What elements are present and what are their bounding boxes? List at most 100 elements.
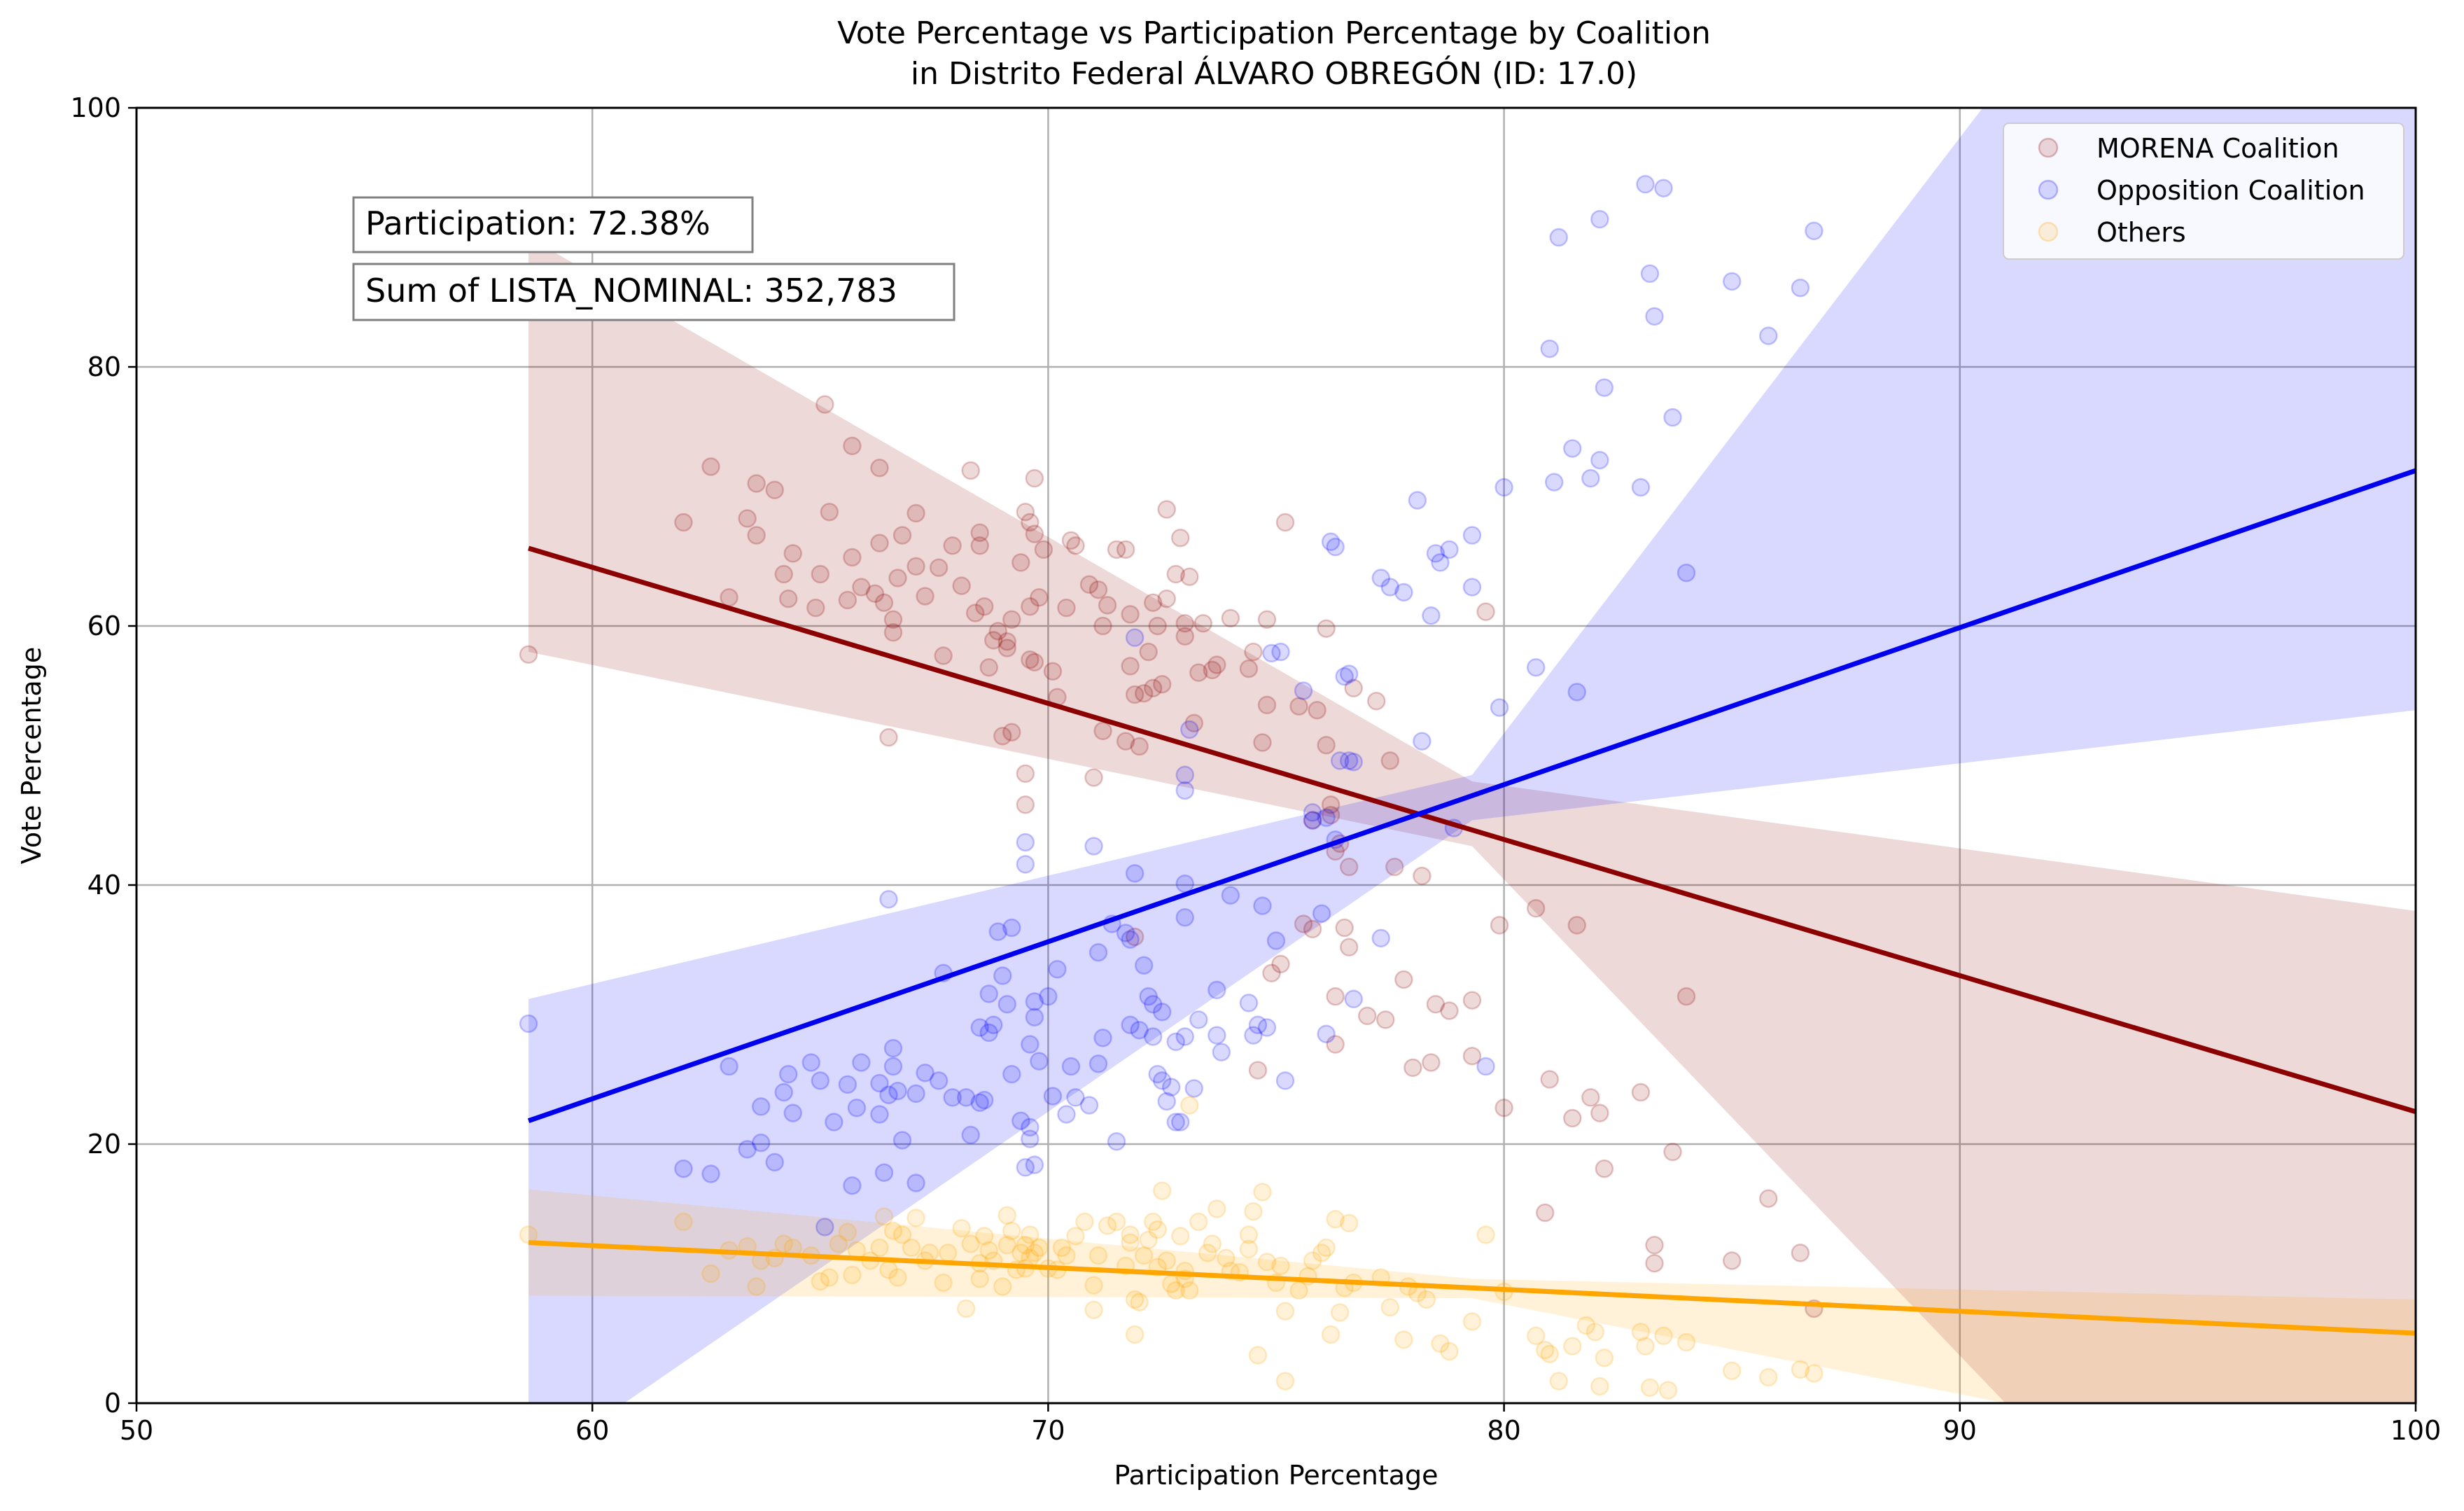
point-morena-coalition: [1025, 468, 1044, 488]
point-morena-coalition: [1394, 970, 1413, 989]
point-morena-coalition: [1025, 524, 1044, 543]
point-morena-coalition: [1121, 605, 1140, 624]
point-morena-coalition: [952, 576, 971, 595]
point-opposition-coalition: [1344, 989, 1363, 1009]
point-others: [774, 1234, 793, 1253]
point-morena-coalition: [783, 544, 802, 563]
point-opposition-coalition: [1121, 930, 1140, 949]
point-opposition-coalition: [1208, 980, 1226, 1000]
point-others: [997, 1206, 1017, 1225]
point-others: [1166, 1281, 1185, 1300]
point-others: [1066, 1227, 1085, 1246]
point-morena-coalition: [811, 564, 830, 584]
legend-marker-morena-coalition: [2038, 137, 2059, 158]
point-morena-coalition: [1253, 733, 1272, 752]
point-others: [1658, 1381, 1678, 1400]
point-opposition-coalition: [1476, 1057, 1495, 1076]
point-morena-coalition: [1002, 723, 1021, 741]
point-morena-coalition: [1239, 659, 1259, 678]
point-others: [1121, 1225, 1140, 1244]
point-morena-coalition: [997, 639, 1017, 657]
point-others: [1586, 1323, 1605, 1342]
legend-box: [2003, 123, 2404, 260]
y-tick-label: 100: [70, 92, 121, 123]
point-morena-coalition: [1791, 1244, 1810, 1262]
regression-line-opposition-coalition: [527, 468, 2416, 1124]
point-opposition-coalition: [852, 1053, 871, 1072]
point-opposition-coalition: [879, 1085, 898, 1104]
chart-subtitle: in Distrito Federal ÁLVARO OBREGÓN (ID: …: [911, 55, 1637, 92]
confidence-band-morena-coalition: [528, 237, 2416, 1403]
point-opposition-coalition: [1107, 1132, 1126, 1151]
y-tick-label: 60: [88, 611, 121, 641]
point-opposition-coalition: [1590, 450, 1609, 470]
point-opposition-coalition: [1262, 643, 1281, 663]
point-morena-coalition: [1021, 513, 1040, 532]
point-others: [1002, 1221, 1021, 1241]
point-morena-coalition: [1244, 642, 1263, 662]
point-opposition-coalition: [778, 1064, 798, 1084]
point-opposition-coalition: [1636, 174, 1655, 194]
point-morena-coalition: [1357, 1006, 1377, 1026]
legend: MORENA Coalition Opposition Coalition Othe…: [2003, 123, 2404, 260]
point-others: [934, 1273, 953, 1293]
point-morena-coalition: [1130, 737, 1149, 756]
point-opposition-coalition: [1121, 1015, 1140, 1035]
point-others: [838, 1223, 858, 1242]
point-others: [1239, 1225, 1259, 1244]
point-others: [1189, 1212, 1208, 1232]
point-morena-coalition: [888, 569, 907, 587]
point-opposition-coalition: [1212, 1043, 1231, 1061]
point-morena-coalition: [765, 480, 784, 499]
point-opposition-coalition: [1408, 491, 1427, 510]
point-others: [920, 1244, 939, 1262]
point-others: [1152, 1181, 1172, 1200]
point-morena-coalition: [1116, 732, 1135, 751]
point-opposition-coalition: [929, 1071, 948, 1090]
point-opposition-coalition: [979, 984, 998, 1003]
point-morena-coalition: [979, 657, 998, 677]
point-morena-coalition: [934, 646, 953, 665]
x-tick-label: 50: [120, 1415, 153, 1446]
point-opposition-coalition: [1431, 553, 1450, 572]
confidence-bands: [528, 108, 2416, 1403]
point-others: [1576, 1316, 1596, 1335]
point-opposition-coalition: [1248, 1015, 1268, 1035]
point-others: [1139, 1230, 1158, 1250]
point-others: [1417, 1290, 1436, 1309]
x-tick-label: 80: [1487, 1415, 1520, 1446]
point-others: [938, 1244, 958, 1262]
point-morena-coalition: [1152, 675, 1172, 694]
point-others: [1075, 1212, 1094, 1232]
point-morena-coalition: [1175, 627, 1195, 646]
point-opposition-coalition: [1440, 540, 1459, 559]
point-morena-coalition: [1021, 650, 1040, 669]
point-morena-coalition: [1134, 683, 1154, 703]
point-morena-coalition: [906, 503, 925, 523]
point-morena-coalition: [1535, 1203, 1555, 1223]
point-opposition-coalition: [1130, 1020, 1149, 1040]
point-others: [974, 1227, 994, 1246]
point-opposition-coalition: [1002, 918, 1021, 938]
point-morena-coalition: [1326, 1035, 1345, 1054]
point-others: [1330, 1303, 1350, 1322]
point-morena-coalition: [774, 564, 793, 584]
point-morena-coalition: [1339, 857, 1359, 877]
x-tick-label: 70: [1031, 1415, 1065, 1446]
point-others: [843, 1265, 862, 1285]
point-others: [829, 1234, 848, 1253]
point-opposition-coalition: [1590, 209, 1609, 229]
point-opposition-coalition: [1645, 307, 1664, 326]
point-morena-coalition: [1631, 1082, 1651, 1102]
point-others: [892, 1225, 912, 1244]
point-opposition-coalition: [906, 1174, 925, 1192]
point-morena-coalition: [843, 548, 862, 567]
point-opposition-coalition: [1239, 994, 1259, 1012]
point-morena-coalition: [1194, 614, 1213, 633]
point-opposition-coalition: [979, 1023, 998, 1043]
point-opposition-coalition: [1125, 864, 1144, 883]
point-morena-coalition: [1581, 1088, 1600, 1107]
point-opposition-coalition: [1494, 478, 1513, 497]
point-opposition-coalition: [774, 1082, 793, 1102]
point-opposition-coalition: [1025, 992, 1044, 1011]
